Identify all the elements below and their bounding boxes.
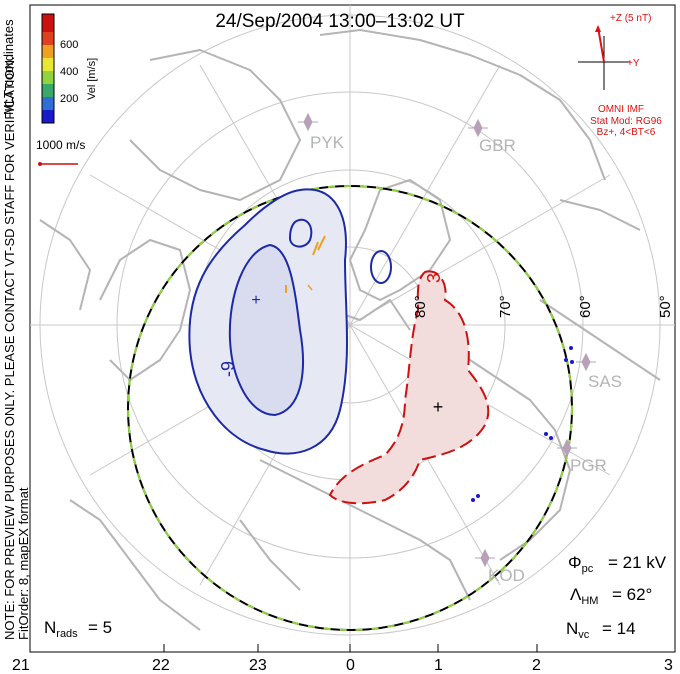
station-kod: KOD <box>488 566 525 585</box>
positive-cell <box>328 270 490 505</box>
lat-label-60: 60° <box>577 295 594 318</box>
mlt-tick-2: 2 <box>532 657 541 674</box>
mlt-tick-22: 22 <box>152 657 170 674</box>
colorbar-tick-200: 200 <box>60 93 78 105</box>
lat-label-50: 50° <box>657 295 674 318</box>
fit-order-note: FitOrder: 8, mapEX format <box>16 487 31 640</box>
phi-pc-symbol: Φpc <box>568 553 594 575</box>
velocity-vectors <box>285 235 574 502</box>
mlt-tick-1: 1 <box>434 657 443 674</box>
station-gbr: GBR <box>479 136 516 155</box>
lambda-hm-value: = 62° <box>612 585 652 604</box>
imf-by-label: +Y <box>627 58 640 69</box>
imf-stat-mod: Stat Mod: RG96 <box>590 116 662 127</box>
n-vc-value: = 14 <box>602 619 636 638</box>
imf-bz-label: +Z (5 nT) <box>610 13 651 24</box>
station-sas: SAS <box>588 372 622 391</box>
lambda-hm-symbol: ΛHM <box>570 585 598 607</box>
colorbar-tick-600: 600 <box>60 39 78 51</box>
mlt-tick-23: 23 <box>249 657 267 674</box>
n-vc-symbol: Nvc <box>566 619 590 641</box>
negative-cell-inner <box>228 243 304 417</box>
negative-minimum-marker: + <box>251 292 260 309</box>
lat-label-70: 70° <box>497 295 514 318</box>
station-pgr: PGR <box>570 456 607 475</box>
colorbar-tick-400: 400 <box>60 66 78 78</box>
velocity-reference-label: 1000 m/s <box>36 138 85 152</box>
n-rads-value: = 5 <box>88 618 112 637</box>
contour-label-negative: -9 <box>218 361 238 377</box>
negative-cell-small <box>288 218 313 248</box>
positive-maximum-marker: + <box>433 397 444 417</box>
hm-boundary-vectors <box>127 185 573 631</box>
mlt-tick-3: 3 <box>664 657 673 674</box>
map-title: 24/Sep/2004 13:00–13:02 UT <box>215 11 465 32</box>
colorbar-title: Vel [m/s] <box>86 58 98 100</box>
station-markers <box>298 112 596 568</box>
mlt-axis <box>29 644 676 652</box>
imf-condition: Bz+, 4<BT<6 <box>597 127 656 138</box>
contour-label-positive: 3 <box>424 273 444 283</box>
imf-source: OMNI IMF <box>598 104 644 115</box>
plot-frame <box>29 4 676 653</box>
mlt-tick-21: 21 <box>12 657 30 674</box>
lat-label-80: 80° <box>412 295 429 318</box>
coord-label: MLT coordinates <box>1 19 16 115</box>
n-rads-symbol: Nrads <box>44 618 78 640</box>
negative-cell-island <box>370 250 392 284</box>
velocity-colorbar <box>41 13 55 124</box>
meridian-grid <box>30 5 675 652</box>
preview-note: NOTE: FOR PREVIEW PURPOSES ONLY. PLEASE … <box>2 56 17 640</box>
imf-dial <box>578 25 630 90</box>
phi-pc-value: = 21 kV <box>608 553 667 572</box>
coastlines <box>39 29 661 631</box>
mlt-tick-0: 0 <box>346 657 355 674</box>
station-pyk: PYK <box>310 133 345 152</box>
